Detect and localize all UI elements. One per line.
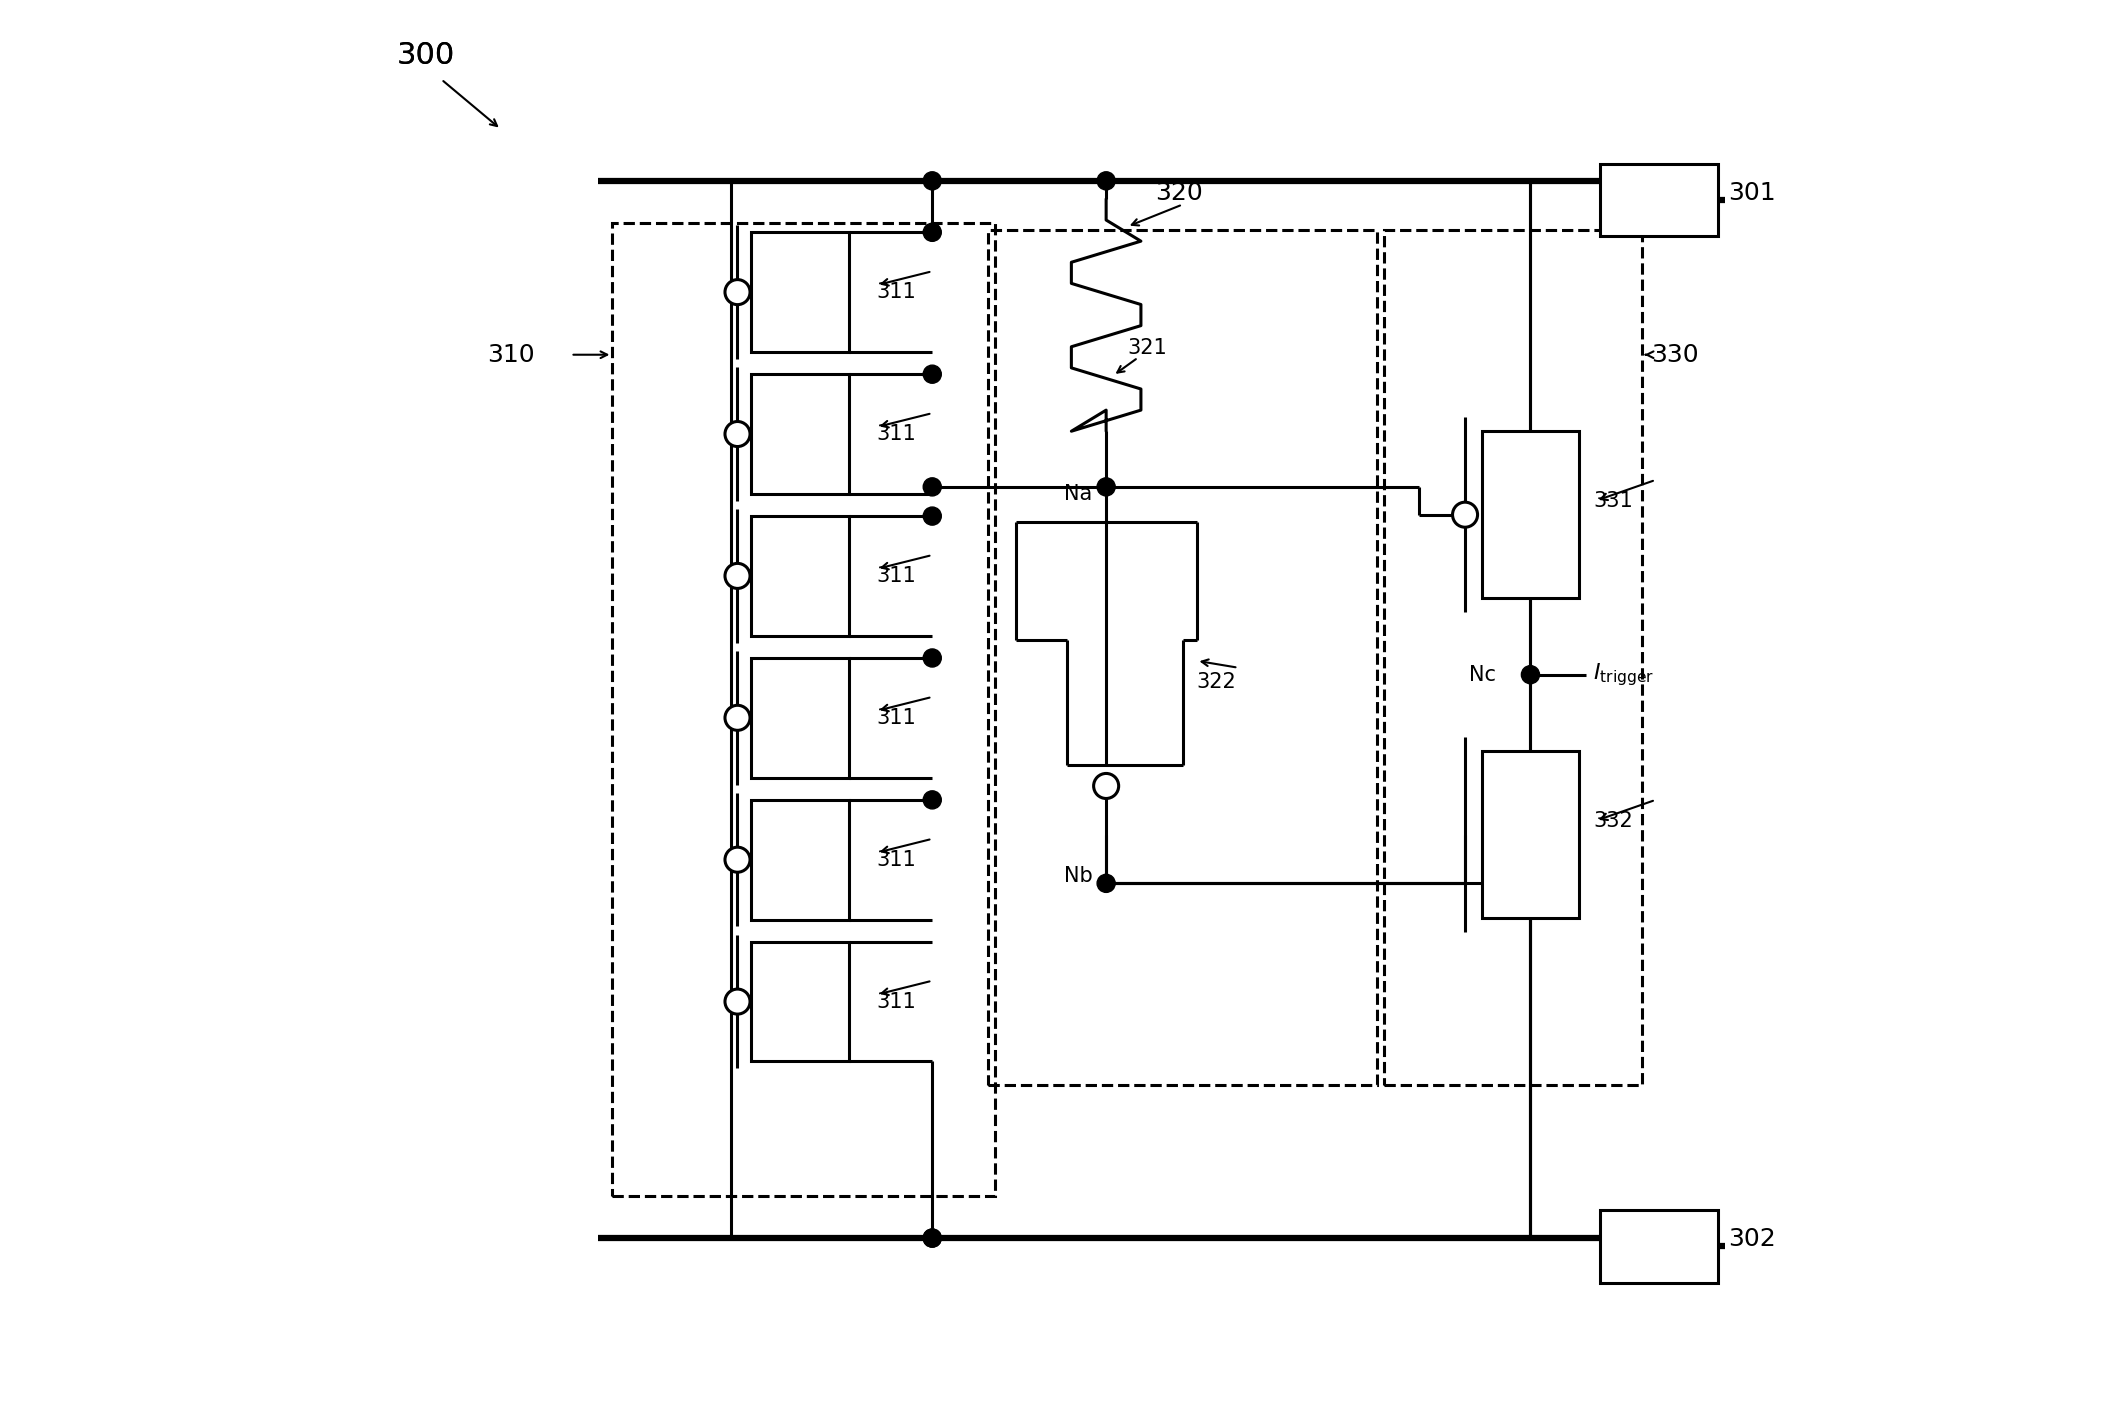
Text: 311: 311 <box>876 992 916 1012</box>
Text: 311: 311 <box>876 850 916 870</box>
Text: 311: 311 <box>876 566 916 586</box>
Circle shape <box>725 705 750 731</box>
Text: Nb: Nb <box>1065 867 1093 887</box>
Text: 311: 311 <box>876 282 916 302</box>
Text: 330: 330 <box>1651 343 1700 367</box>
Circle shape <box>922 1229 941 1248</box>
Text: 322: 322 <box>1198 672 1235 691</box>
Bar <box>1601 164 1719 236</box>
Circle shape <box>922 478 941 496</box>
Text: $V_{\rm DD}$: $V_{\rm DD}$ <box>1637 187 1681 214</box>
Text: $V_{\rm SS}$: $V_{\rm SS}$ <box>1639 1234 1679 1259</box>
Circle shape <box>922 791 941 809</box>
Circle shape <box>922 507 941 525</box>
Circle shape <box>922 1229 941 1248</box>
Bar <box>1601 1210 1719 1283</box>
Bar <box>752 799 849 919</box>
Circle shape <box>922 223 941 242</box>
Bar <box>752 941 849 1061</box>
Bar <box>611 222 996 1196</box>
Bar <box>987 229 1378 1085</box>
Text: 300: 300 <box>397 41 456 70</box>
Circle shape <box>922 171 941 190</box>
Text: 311: 311 <box>876 424 916 444</box>
Text: 300: 300 <box>397 41 456 70</box>
Bar <box>1481 431 1580 599</box>
Bar <box>1481 752 1580 917</box>
Text: Na: Na <box>1065 483 1093 504</box>
Bar <box>1385 229 1641 1085</box>
Bar <box>752 516 849 635</box>
Text: $I_{\rm trigger}$: $I_{\rm trigger}$ <box>1593 662 1653 688</box>
Circle shape <box>1097 874 1116 892</box>
Circle shape <box>725 989 750 1014</box>
Text: 320: 320 <box>1156 181 1202 205</box>
Text: 311: 311 <box>876 708 916 728</box>
Circle shape <box>725 422 750 447</box>
Circle shape <box>725 563 750 589</box>
Text: 331: 331 <box>1593 490 1632 511</box>
Bar <box>752 232 849 351</box>
Circle shape <box>1095 773 1118 798</box>
Circle shape <box>922 649 941 667</box>
Text: 310: 310 <box>487 343 536 367</box>
Text: Nc: Nc <box>1469 665 1496 684</box>
Circle shape <box>725 847 750 873</box>
Circle shape <box>725 280 750 305</box>
Circle shape <box>1097 478 1116 496</box>
Circle shape <box>1452 502 1477 527</box>
Text: 332: 332 <box>1593 811 1632 830</box>
Text: 302: 302 <box>1727 1228 1775 1252</box>
Circle shape <box>1097 171 1116 190</box>
Circle shape <box>1521 666 1540 684</box>
Bar <box>752 658 849 777</box>
Text: 301: 301 <box>1727 181 1775 205</box>
Circle shape <box>922 365 941 384</box>
Bar <box>752 374 849 493</box>
Text: 321: 321 <box>1126 337 1166 358</box>
